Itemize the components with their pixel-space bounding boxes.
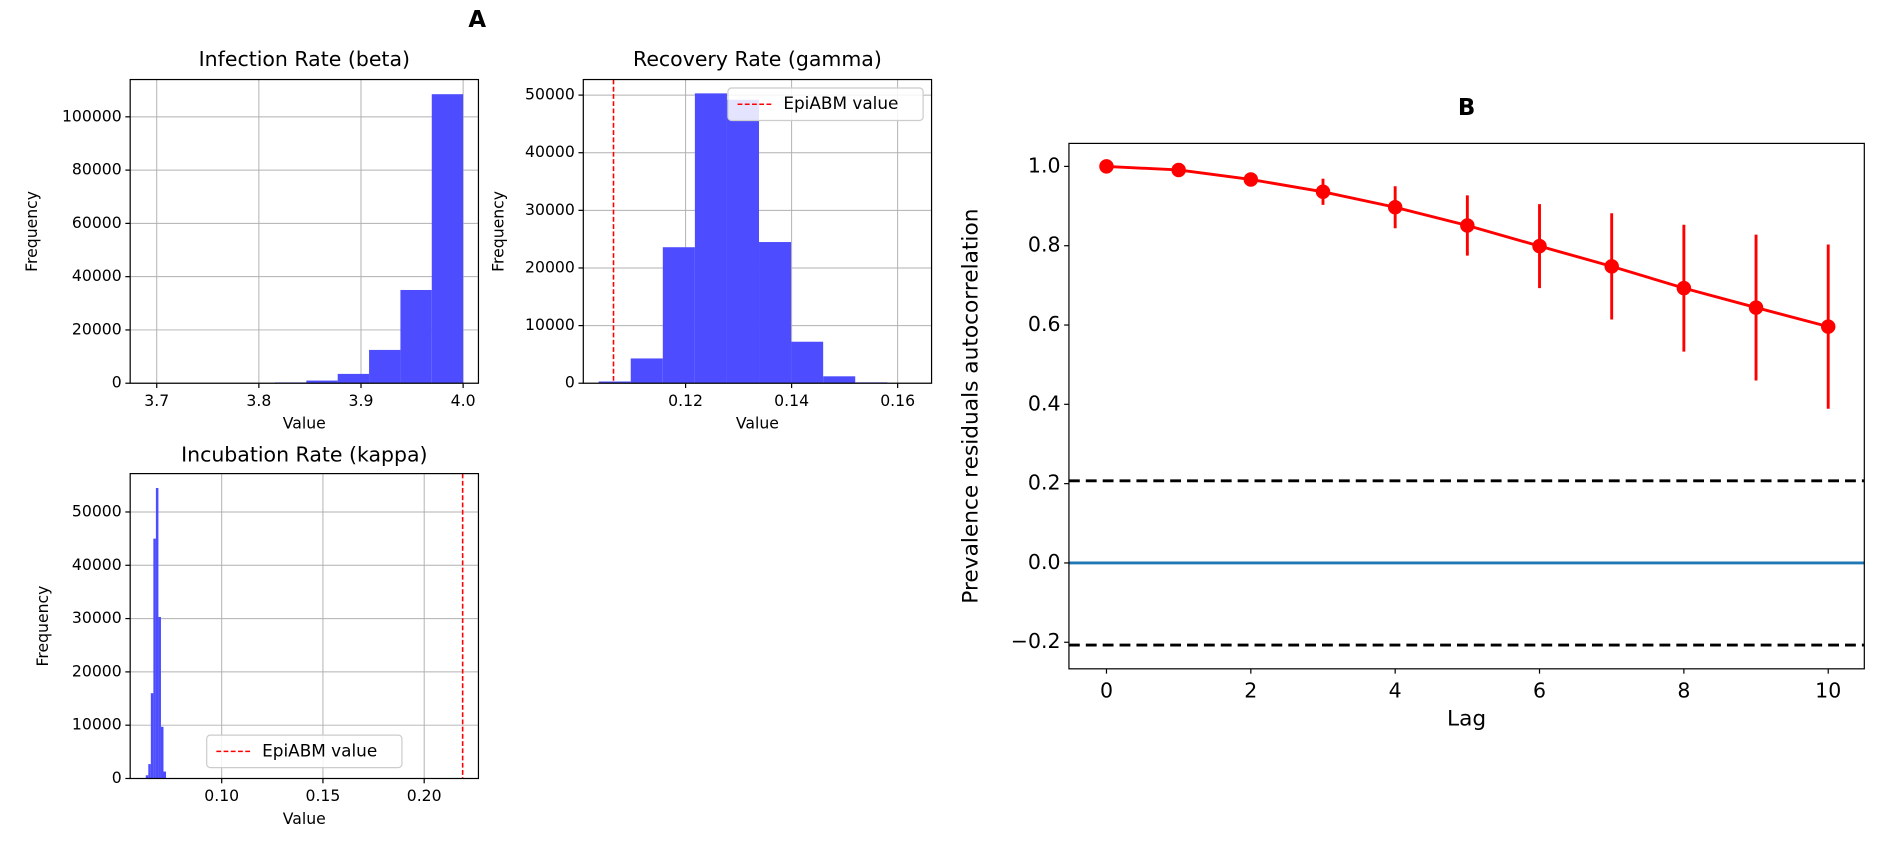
bar [662,247,695,384]
bar [150,693,154,779]
point [1099,159,1114,174]
bar [726,99,760,384]
bar [306,380,338,384]
chart-title: Incubation Rate (kappa) [181,443,427,467]
plot-frame [582,78,933,384]
plot-frame [1068,142,1865,670]
y-tick-label: 50000 [72,501,122,520]
bar [158,616,161,779]
x-tick-label: 3.7 [144,391,169,410]
x-tick-label: 2 [1244,679,1257,703]
y-axis-label: Frequency [22,191,41,272]
bar [400,289,432,384]
y-tick-label: 80000 [72,160,122,179]
y-tick-label: 50000 [525,85,575,104]
y-tick-label: 40000 [525,142,575,161]
bar [431,94,464,384]
y-tick-label: 0 [112,373,122,392]
x-tick-label: 8 [1677,679,1690,703]
plot-frame [129,472,480,780]
point [1243,172,1259,187]
y-tick-label: 30000 [525,200,575,219]
y-tick-label: 30000 [72,608,122,627]
x-tick-label: 0.12 [668,391,703,410]
y-axis-label: Frequency [33,586,52,667]
y-tick-label: 0 [112,768,122,787]
y-tick-label: 0.6 [1028,312,1061,336]
bar [791,341,824,384]
x-axis-label: Value [283,414,326,433]
point [1460,218,1475,233]
x-tick-label: 0.14 [774,391,809,410]
x-axis-label: Value [283,809,326,828]
bar [155,487,159,779]
point [1387,200,1403,215]
x-tick-label: 3.8 [246,391,271,410]
y-tick-label: 0 [565,373,575,392]
bar [630,358,663,384]
legend-box [727,87,924,122]
bar [598,381,631,384]
y-tick-label: 10000 [525,315,575,334]
y-tick-label: 40000 [72,266,122,285]
y-tick-label: 100000 [62,106,122,125]
x-axis-label: Lag [1447,706,1486,731]
y-tick-label: 20000 [525,257,575,276]
y-tick-label: 40000 [72,555,122,574]
x-tick-label: 6 [1533,679,1546,703]
y-tick-label: 0.0 [1028,550,1061,574]
y-axis-label: Prevalence residuals autocorrelation [958,209,983,604]
bar [145,775,149,779]
y-tick-label: −0.2 [1011,629,1061,653]
point [1604,259,1619,274]
bar [148,764,151,779]
point [1820,319,1836,334]
legend-label: EpiABM value [783,93,898,113]
chart-title: Infection Rate (beta) [199,47,410,71]
x-tick-label: 0.15 [306,786,341,805]
bar [160,726,164,779]
x-tick-label: 0.20 [407,786,442,805]
y-tick-label: 0.8 [1028,233,1061,257]
legend-label: EpiABM value [262,740,377,760]
x-tick-label: 3.9 [349,391,374,410]
y-tick-label: 20000 [72,319,122,338]
bar [823,376,856,384]
x-tick-label: 0.16 [880,391,915,410]
x-tick-label: 0 [1100,679,1113,703]
y-tick-label: 0.4 [1028,391,1061,415]
bar [759,242,792,384]
y-tick-label: 0.2 [1028,471,1061,495]
x-tick-label: 4 [1389,679,1402,703]
x-tick-label: 10 [1815,679,1841,703]
x-tick-label: 0.10 [204,786,239,805]
point [1315,184,1331,200]
point [1676,280,1692,296]
bar [694,93,727,384]
bar [369,349,401,384]
y-axis-label: Frequency [488,191,507,272]
x-tick-label: 4.0 [451,391,476,410]
bar [337,373,370,384]
chart-title: Recovery Rate (gamma) [633,47,882,71]
y-tick-label: 1.0 [1028,153,1061,177]
y-tick-label: 10000 [72,715,122,734]
panel-label: A [468,7,486,33]
point [1532,238,1547,254]
y-tick-label: 60000 [72,213,122,232]
x-axis-label: Value [736,414,779,433]
point [1748,300,1764,315]
point [1171,162,1186,178]
y-tick-label: 20000 [72,661,122,680]
bar [163,771,167,779]
chart-title: B [1458,95,1475,121]
bar [153,538,156,779]
plot-frame [129,78,480,384]
legend-box [206,734,403,769]
